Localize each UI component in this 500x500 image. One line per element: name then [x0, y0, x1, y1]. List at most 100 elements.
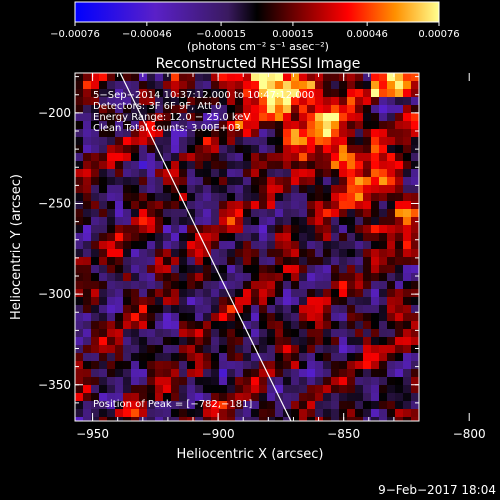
heatmap-cell [315, 273, 323, 281]
heatmap-cell [155, 233, 163, 241]
heatmap-cell [267, 137, 275, 145]
heatmap-cell [123, 297, 131, 305]
heatmap-cell [355, 185, 363, 193]
heatmap-cell [75, 201, 83, 209]
heatmap-cell [395, 257, 403, 265]
heatmap-cell [171, 241, 179, 249]
heatmap-cell [131, 193, 139, 201]
heatmap-cell [363, 273, 371, 281]
heatmap-cell [203, 329, 211, 337]
heatmap-cell [187, 241, 195, 249]
heatmap-cell [283, 369, 291, 377]
heatmap-cell [363, 185, 371, 193]
heatmap-cell [355, 401, 363, 409]
heatmap-cell [291, 385, 299, 393]
heatmap-cell [139, 361, 147, 369]
heatmap-cell [115, 121, 123, 129]
heatmap-cell [155, 257, 163, 265]
heatmap-cell [131, 417, 139, 421]
heatmap-cell [275, 377, 283, 385]
heatmap-cell [403, 161, 411, 169]
heatmap-cell [219, 225, 227, 233]
heatmap-cell [115, 137, 123, 145]
heatmap-cell [355, 145, 363, 153]
heatmap-cell [347, 377, 355, 385]
heatmap-cell [387, 249, 395, 257]
heatmap-cell [259, 409, 267, 417]
heatmap-cell [371, 289, 379, 297]
heatmap-cell [243, 113, 251, 121]
heatmap-cell [123, 265, 131, 273]
heatmap-cell [115, 393, 123, 401]
heatmap-cell [235, 89, 243, 97]
heatmap-cell [227, 417, 235, 421]
heatmap-cell [371, 265, 379, 273]
heatmap-cell [83, 177, 91, 185]
heatmap-cell [155, 113, 163, 121]
heatmap-cell [139, 81, 147, 89]
heatmap-cell [107, 145, 115, 153]
heatmap-cell [307, 153, 315, 161]
heatmap-cell [307, 393, 315, 401]
heatmap-cell [259, 393, 267, 401]
heatmap-cell [75, 105, 83, 113]
heatmap-cell [395, 177, 403, 185]
heatmap-cell [243, 337, 251, 345]
heatmap-cell [259, 369, 267, 377]
heatmap-cell [75, 129, 83, 137]
heatmap-cell [387, 265, 395, 273]
heatmap-cell [395, 361, 403, 369]
heatmap-cell [83, 281, 91, 289]
heatmap-cell [259, 353, 267, 361]
heatmap-cell [307, 249, 315, 257]
heatmap-cell [227, 393, 235, 401]
heatmap-cell [99, 273, 107, 281]
heatmap-cell [339, 313, 347, 321]
heatmap-cell [147, 289, 155, 297]
heatmap-cell [243, 273, 251, 281]
heatmap-cell [243, 265, 251, 273]
heatmap-cell [259, 289, 267, 297]
heatmap-cell [155, 97, 163, 105]
heatmap-cell [379, 361, 387, 369]
heatmap-cell [99, 153, 107, 161]
heatmap-cell [355, 377, 363, 385]
heatmap-cell [187, 265, 195, 273]
heatmap-cell [371, 361, 379, 369]
heatmap-cell [411, 297, 419, 305]
heatmap-cell [227, 313, 235, 321]
heatmap-cell [107, 281, 115, 289]
heatmap-cell [83, 337, 91, 345]
heatmap-cell [323, 193, 331, 201]
heatmap-cell [331, 353, 339, 361]
heatmap-cell [171, 137, 179, 145]
heatmap-cell [187, 97, 195, 105]
heatmap-cell [299, 97, 307, 105]
heatmap-cell [283, 321, 291, 329]
heatmap-cell [363, 161, 371, 169]
heatmap-cell [155, 337, 163, 345]
heatmap-cell [107, 153, 115, 161]
heatmap-cell [235, 177, 243, 185]
heatmap-cell [75, 257, 83, 265]
heatmap-cell [299, 217, 307, 225]
heatmap-cell [219, 73, 227, 81]
heatmap-cell [403, 377, 411, 385]
heatmap-cell [315, 265, 323, 273]
heatmap-cell [411, 105, 419, 113]
heatmap-cell [155, 321, 163, 329]
heatmap-cell [411, 369, 419, 377]
heatmap-cell [99, 305, 107, 313]
heatmap-cell [155, 409, 163, 417]
heatmap-cell [379, 113, 387, 121]
heatmap-cell [403, 345, 411, 353]
heatmap-cell [99, 177, 107, 185]
heatmap-cell [347, 265, 355, 273]
heatmap-cell [299, 417, 307, 421]
heatmap-cell [139, 385, 147, 393]
heatmap-cell [363, 385, 371, 393]
heatmap-cell [371, 249, 379, 257]
heatmap-cell [147, 97, 155, 105]
heatmap-cell [355, 241, 363, 249]
heatmap-cell [387, 185, 395, 193]
